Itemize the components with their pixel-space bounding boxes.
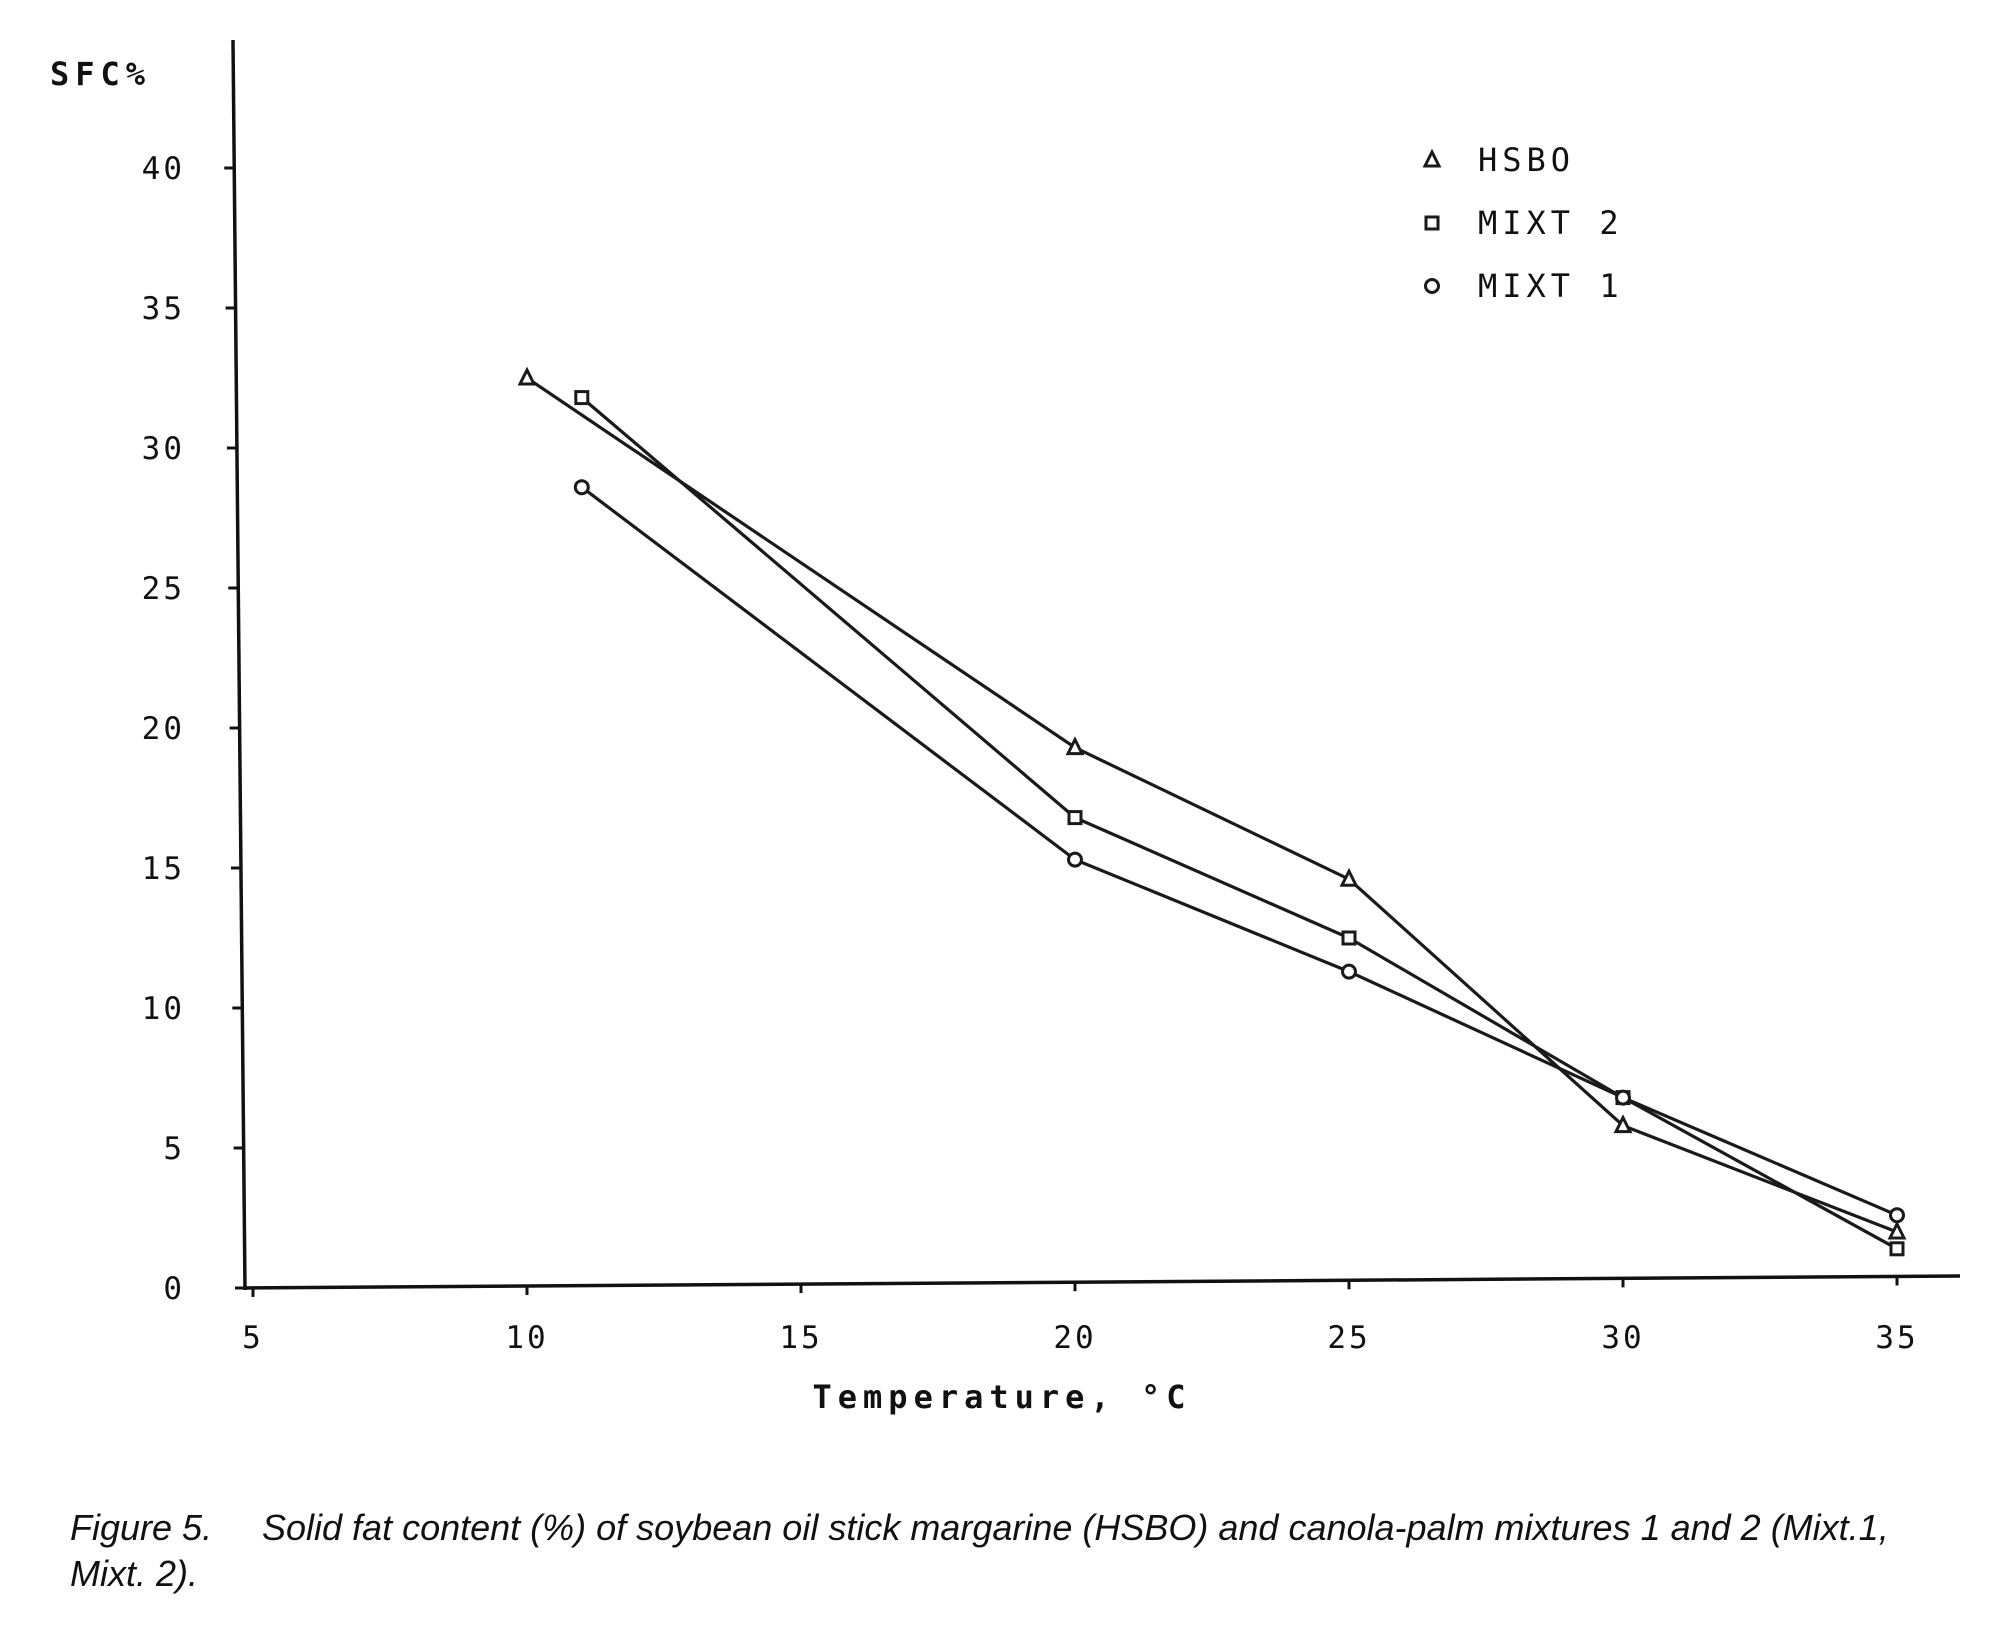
series-lines xyxy=(526,376,1898,1251)
figure-caption: Figure 5. Solid fat content (%) of soybea… xyxy=(70,1505,1910,1597)
y-axis-title: SFC% xyxy=(50,55,151,93)
x-axis-line xyxy=(244,1274,1961,1290)
data-point-hsbo xyxy=(1065,736,1085,756)
x-tick-label: 35 xyxy=(1875,1320,1918,1356)
series-markers xyxy=(517,366,1907,1257)
data-point-mixt-2 xyxy=(1889,1241,1905,1257)
y-tick-label: 20 xyxy=(142,711,185,747)
y-tick-label: 15 xyxy=(142,851,185,887)
data-point-hsbo xyxy=(1339,867,1359,887)
y-tick-label: 5 xyxy=(163,1131,185,1167)
y-tick-label: 40 xyxy=(142,151,185,187)
data-point-mixt-2 xyxy=(574,390,590,406)
x-axis-title: Temperature, °C xyxy=(813,1378,1192,1416)
data-point-mixt-2 xyxy=(1341,930,1357,946)
x-tick-label: 5 xyxy=(242,1320,264,1356)
caption-text: Solid fat content (%) of soybean oil sti… xyxy=(70,1507,1889,1594)
legend-marker-mixt-2 xyxy=(1424,215,1440,231)
data-point-hsbo xyxy=(1613,1114,1633,1134)
data-point-mixt-1 xyxy=(1341,963,1357,980)
y-tick-label: 25 xyxy=(142,571,185,607)
legend-label-hsbo: HSBO xyxy=(1478,141,1575,179)
chart-axes xyxy=(224,39,1961,1297)
x-tick-label: 30 xyxy=(1601,1320,1644,1356)
y-tick-label: 35 xyxy=(142,291,185,327)
series-line-mixt-1 xyxy=(580,485,1898,1217)
data-point-hsbo xyxy=(1887,1220,1907,1240)
series-line-hsbo xyxy=(526,376,1898,1234)
legend: HSBO MIXT 2 MIXT 1 xyxy=(1422,141,1624,305)
y-axis-line xyxy=(231,39,247,1291)
x-tick-label: 15 xyxy=(779,1320,822,1356)
legend-label-mixt-1: MIXT 1 xyxy=(1478,267,1624,305)
x-tick-label: 20 xyxy=(1053,1320,1096,1356)
x-tick-label: 25 xyxy=(1327,1320,1370,1356)
y-tick-label: 0 xyxy=(163,1271,185,1307)
series-line-mixt-2 xyxy=(580,396,1898,1251)
x-tick-label: 10 xyxy=(505,1320,548,1356)
tick-labels: 0 5 10 15 20 25 30 35 40 5 10 15 20 25 30 35 xyxy=(142,151,1918,1356)
data-point-mixt-1 xyxy=(1615,1089,1631,1106)
legend-label-mixt-2: MIXT 2 xyxy=(1478,204,1624,242)
caption-figure-number: Figure 5. xyxy=(70,1507,213,1548)
data-point-mixt-1 xyxy=(1889,1207,1905,1224)
y-tick-label: 10 xyxy=(142,991,185,1027)
y-tick-label: 30 xyxy=(142,431,185,467)
legend-marker-hsbo xyxy=(1422,148,1442,168)
data-point-mixt-2 xyxy=(1067,810,1083,826)
data-point-mixt-1 xyxy=(573,479,590,496)
data-point-mixt-1 xyxy=(1067,851,1083,868)
legend-marker-mixt-1 xyxy=(1424,278,1440,294)
data-point-hsbo xyxy=(517,366,537,386)
